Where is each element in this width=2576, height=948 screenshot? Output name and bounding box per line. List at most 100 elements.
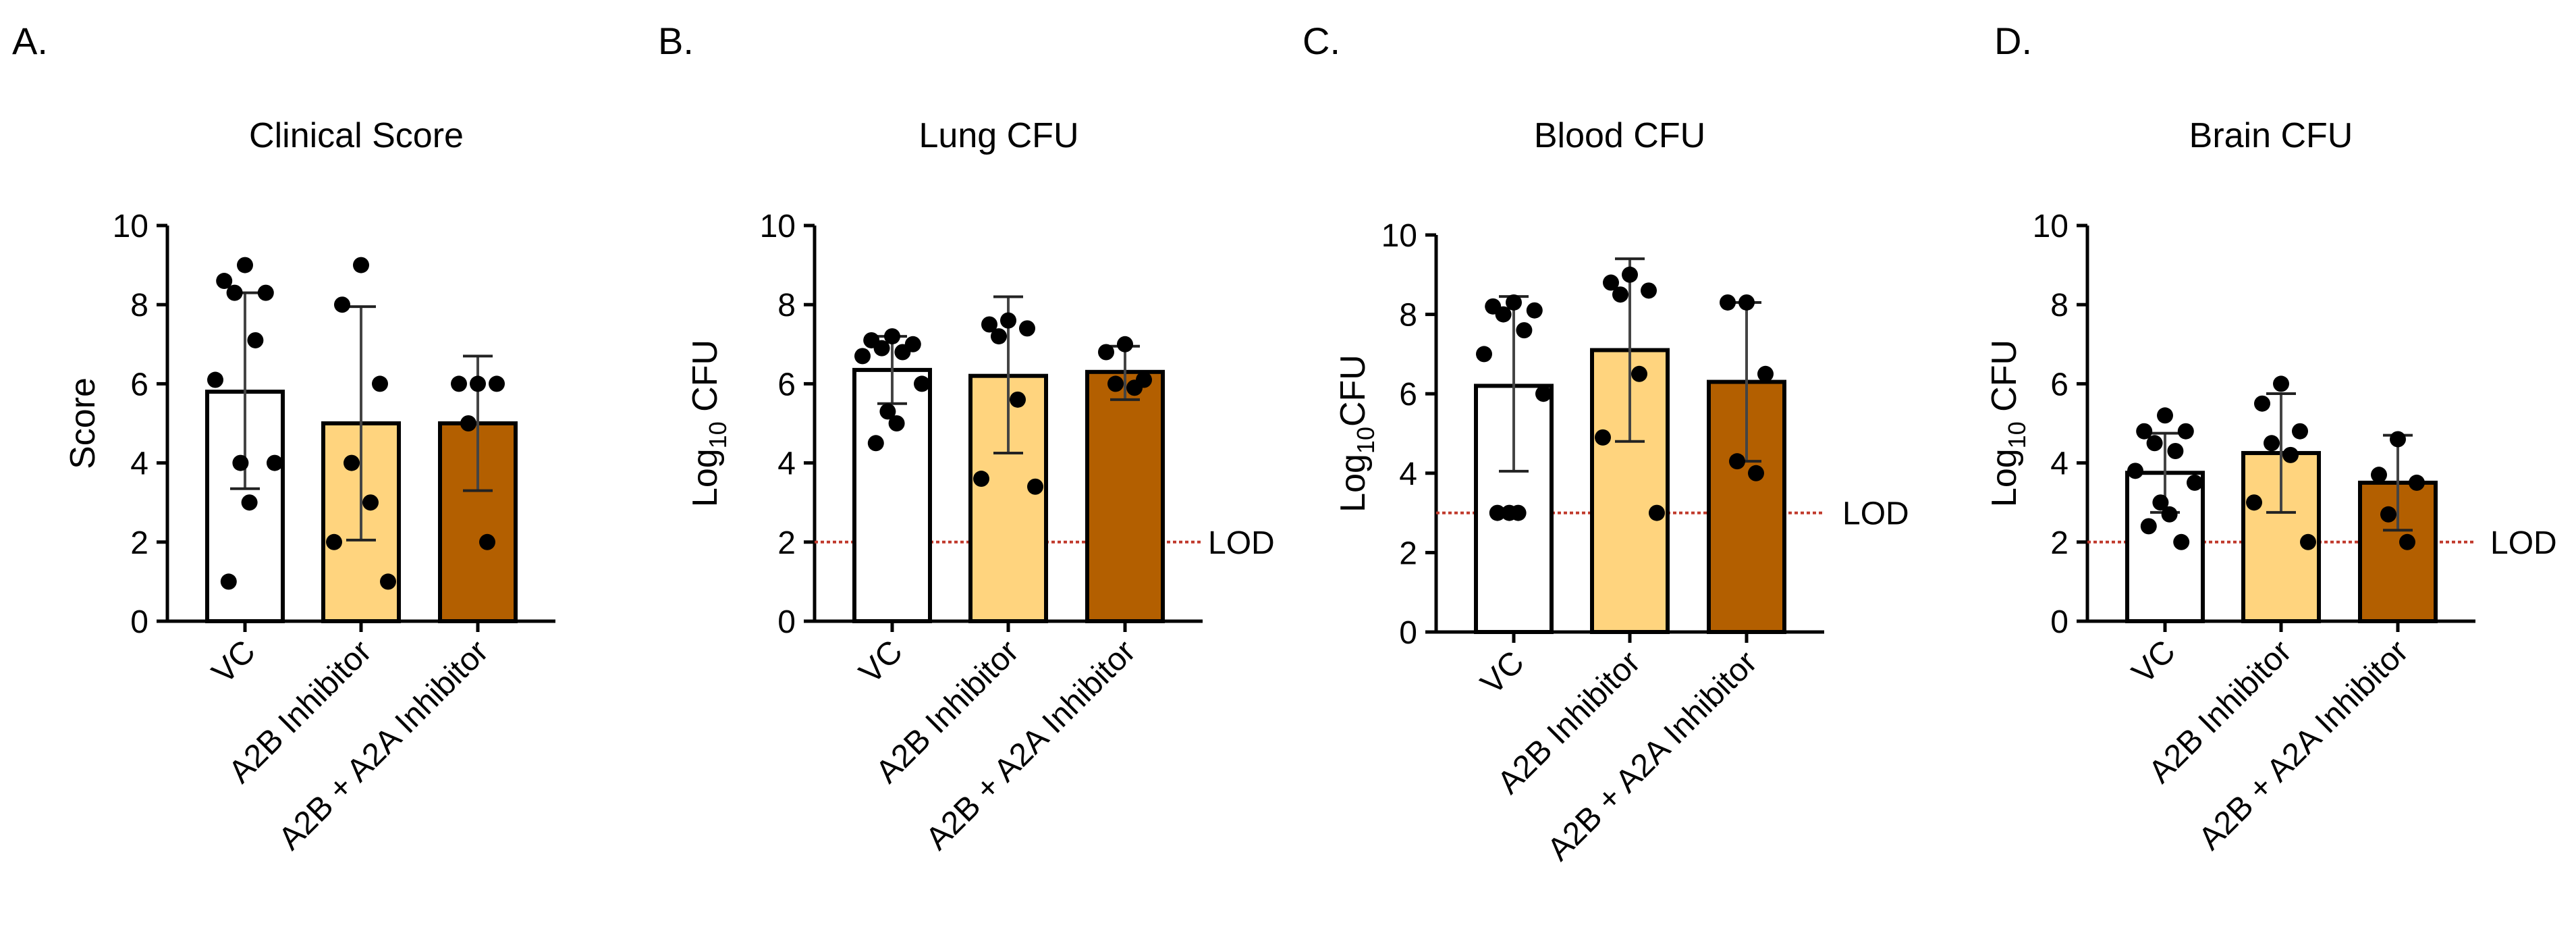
data-point [879,403,896,420]
data-point [973,471,989,488]
panel-letter: B. [658,20,694,62]
data-point [372,375,388,392]
data-point [267,454,283,471]
y-tick-label: 4 [1399,456,1417,492]
lod-label: LOD [1208,525,1275,561]
data-point [2161,506,2178,523]
data-point [1489,504,1506,521]
data-point [1506,294,1522,311]
data-point [257,284,274,301]
data-point [1738,294,1755,311]
y-axis-label: Log10CFU [1334,354,1379,512]
data-point [232,454,249,471]
y-tick-label: 2 [1399,535,1417,571]
data-point [1000,312,1016,329]
y-tick-label: 10 [2033,209,2068,244]
y-tick-label: 6 [2050,367,2068,402]
data-point [2167,443,2184,460]
chart-title: Clinical Score [249,116,464,155]
data-point [1510,504,1527,521]
x-tick-label: VC [2125,633,2183,691]
panel-letter: C. [1303,20,1340,62]
data-point [884,328,900,345]
lod-label: LOD [2490,525,2557,561]
data-point [854,348,871,365]
y-axis-label: Log10 CFU [1985,340,2031,507]
data-point [326,533,342,550]
data-point [489,375,505,392]
y-tick-label: 8 [130,288,148,323]
data-point [479,533,495,550]
x-tick-label: VC [1474,644,1531,702]
data-point [1535,386,1552,402]
data-point [1126,379,1143,396]
data-point [2380,506,2396,523]
data-point [1649,504,1665,521]
data-point [981,316,997,333]
y-axis-label: Score [63,377,103,469]
data-point [2371,467,2387,483]
data-point [1098,344,1114,361]
data-point [1010,391,1026,408]
data-point [1595,429,1611,446]
data-point [216,273,233,290]
data-point [207,371,223,388]
data-point [2254,395,2270,412]
data-point [362,494,379,511]
data-point [2264,435,2280,452]
data-point [2136,423,2153,440]
data-point [380,573,396,590]
bar [1085,369,1165,623]
data-point [2177,423,2194,440]
data-point [241,494,258,511]
chart-title: Brain CFU [2189,116,2353,155]
data-point [2300,533,2316,550]
data-point [1117,336,1133,352]
data-point [888,415,905,431]
y-tick-label: 10 [113,209,148,244]
data-point [334,296,350,313]
data-point [1107,375,1124,392]
data-point [914,375,930,392]
data-point [237,257,253,273]
x-tick-label: VC [852,633,910,691]
data-point [2282,446,2299,463]
data-point [2146,435,2163,452]
y-tick-label: 4 [130,446,148,482]
data-point [1729,453,1745,470]
data-point [1720,294,1736,311]
data-point [1757,365,1774,382]
y-tick-label: 8 [1399,298,1417,334]
lod-label: LOD [1842,496,1909,532]
y-tick-label: 4 [2050,446,2068,482]
y-tick-label: 10 [760,209,796,244]
data-point [867,435,884,452]
y-axis-label: Log10 CFU [686,340,732,507]
data-point [2157,407,2173,424]
data-point [247,332,264,348]
x-tick-label: A2B + A2A Inhibitor [919,633,1143,857]
data-point [226,284,243,301]
y-tick-label: 6 [130,367,148,402]
x-tick-label: A2B + A2A Inhibitor [2192,633,2415,857]
data-point [2187,474,2203,491]
y-tick-label: 4 [777,446,796,482]
data-point [2273,375,2289,392]
panel-letter: A. [12,20,48,62]
panel-letter: D. [1994,20,2032,62]
data-point [344,454,360,471]
data-point [451,375,467,392]
y-tick-label: 8 [777,288,796,323]
data-point [1019,320,1035,337]
data-point [2246,494,2262,511]
data-point [460,415,476,431]
y-tick-label: 10 [1381,218,1417,254]
data-point [1612,286,1628,303]
y-tick-label: 2 [2050,525,2068,561]
data-point [873,340,890,357]
data-point [1631,365,1647,382]
